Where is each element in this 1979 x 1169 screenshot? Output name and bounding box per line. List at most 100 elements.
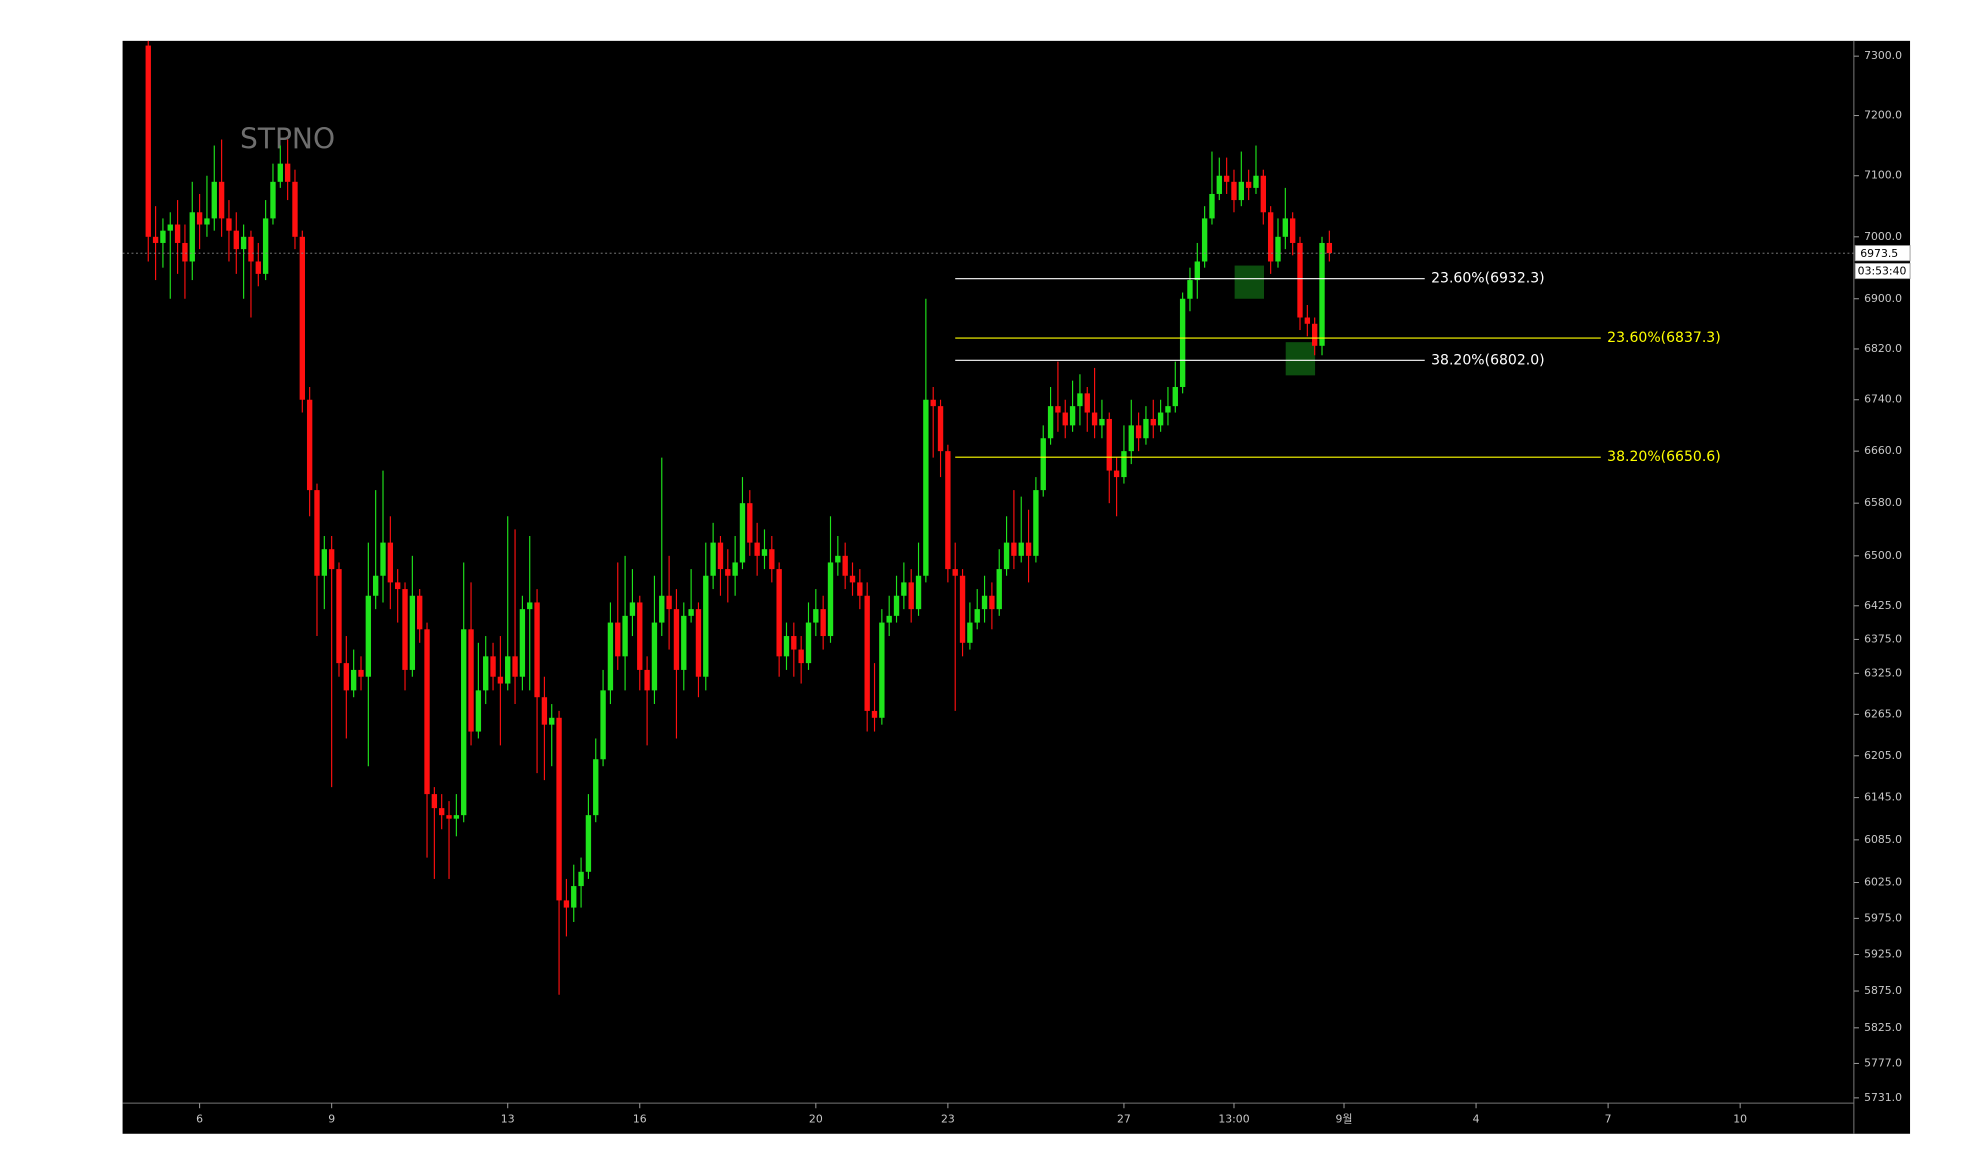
candle-body [754,542,760,556]
candle-body [1055,406,1061,413]
y-tick-label: 6205.0 [1864,749,1902,762]
candle-body [1172,386,1178,407]
candle-body [1253,175,1259,188]
candle-body [1069,406,1076,426]
y-tick-label: 7000.0 [1864,230,1902,243]
x-tick-label: 20 [809,1113,823,1126]
candle-body [637,602,643,670]
candle-body [1128,425,1134,452]
chart-background [122,40,1911,1134]
candle-body [879,622,885,718]
candle-body [901,582,907,596]
candle-body [996,569,1002,610]
candle-body [446,815,452,819]
candle-body [255,261,261,274]
candle-body [915,575,922,610]
candle-body [505,656,511,684]
y-tick-label: 6740.0 [1864,393,1902,406]
candle-body [1135,425,1142,439]
candle-body [387,542,394,583]
candle-body [284,163,291,182]
candle-body [182,242,188,262]
candle-body [1326,242,1333,254]
candle-body [864,595,870,711]
candle-body [615,622,621,657]
candle-body [651,622,658,691]
candle-body [1216,175,1222,194]
candle-body [886,615,892,623]
candle-body [1157,412,1164,426]
fib-label: 23.60%(6837.3) [1607,330,1721,346]
candle-body [468,629,474,732]
candle-body [1091,412,1098,426]
candle-body [1113,470,1120,478]
candle-body [240,236,247,250]
candle-body [710,542,716,576]
candle-body [475,690,482,732]
candle-body [681,615,687,670]
y-tick-label: 6265.0 [1864,707,1902,720]
candle-body [490,656,496,677]
candle-body [145,45,151,237]
x-tick-label: 6 [196,1113,203,1126]
candle-body [1033,490,1039,556]
candle-body [1231,181,1237,201]
candle-body [1047,406,1054,439]
x-tick-label: 13 [501,1113,515,1126]
candle-body [380,542,386,576]
candle-body [189,212,195,262]
candle-body [673,609,680,670]
candle-body [959,575,966,643]
highlight-box [1234,265,1265,299]
y-tick-label: 5875.0 [1864,984,1902,997]
y-tick-label: 5925.0 [1864,948,1902,961]
candle-body [1179,298,1186,387]
x-tick-label: 23 [941,1113,955,1126]
countdown-label: 03:53:40 [1858,265,1907,278]
candle-body [1289,218,1296,243]
candle-body [1165,406,1171,413]
y-tick-label: 6580.0 [1864,496,1902,509]
y-tick-label: 7100.0 [1864,169,1902,182]
fib-label: 38.20%(6802.0) [1431,352,1545,368]
candle-body [1194,261,1200,281]
candle-body [343,663,350,691]
candle-body [791,636,797,650]
candle-body [497,676,504,684]
candle-body [563,900,570,908]
candle-body [1077,393,1083,407]
candle-body [1025,542,1032,556]
candle-body [593,759,599,816]
candle-body [739,503,746,563]
candle-body [160,230,166,243]
y-tick-label: 5731.0 [1864,1091,1902,1104]
candle-body [1297,242,1303,318]
candle-body [218,181,225,219]
candle-body [1311,323,1318,346]
candle-body [336,569,342,664]
candle-body [666,595,672,610]
candle-body [541,697,548,725]
candle-body [798,649,804,664]
candle-body [769,549,775,570]
candle-body [556,717,562,901]
candle-body [600,690,606,760]
candle-body [761,549,768,556]
candle-body [321,549,328,576]
candle-body [314,490,320,576]
candle-body [270,181,276,219]
candle-body [233,230,239,250]
candle-body [1099,418,1105,426]
candle-body [1121,451,1127,478]
candle-body [1003,542,1010,570]
candle-body [732,562,738,576]
candle-body [945,451,951,570]
candle-body [439,808,445,816]
candle-body [453,815,460,819]
candle-body [659,595,665,623]
candle-body [981,595,988,610]
candle-body [629,602,636,616]
candle-body [923,399,929,576]
